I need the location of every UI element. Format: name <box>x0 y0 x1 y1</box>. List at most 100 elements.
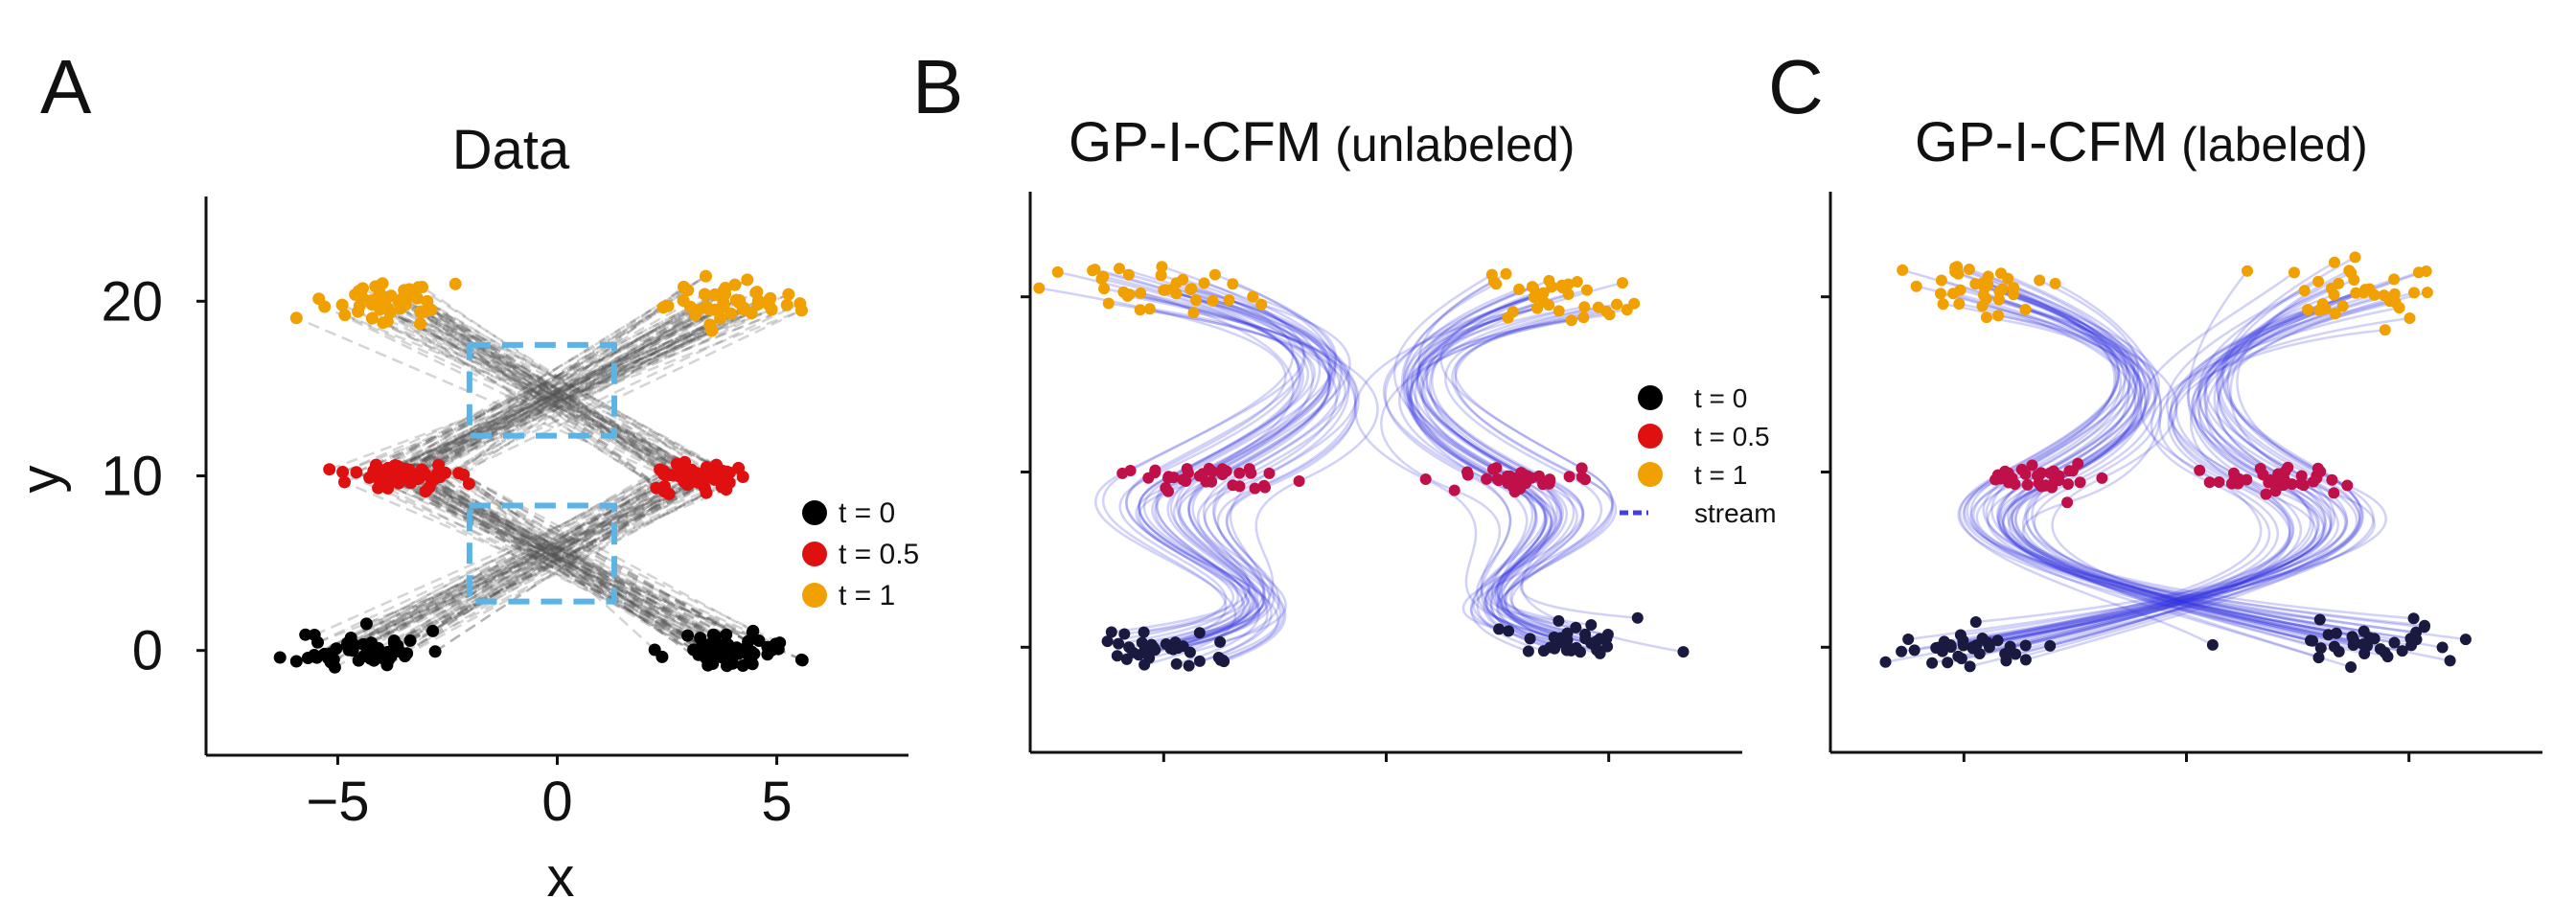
data-point <box>1193 627 1206 639</box>
data-point <box>1528 282 1540 294</box>
stream-line <box>2021 282 2403 653</box>
stream-line <box>1989 311 2361 649</box>
trajectory-line <box>333 475 744 661</box>
data-point <box>1481 473 1493 485</box>
data-point <box>769 637 782 651</box>
data-point <box>380 292 393 306</box>
data-point <box>1570 621 1582 634</box>
data-point <box>2006 472 2018 484</box>
data-point <box>1964 660 1976 673</box>
data-point <box>752 634 766 647</box>
trajectory-line <box>295 476 703 663</box>
data-point <box>2298 285 2311 297</box>
data-point <box>1143 652 1156 664</box>
trajectory-line <box>404 468 720 657</box>
legend-label: stream <box>1694 498 1777 528</box>
data-point <box>1995 267 2007 280</box>
data-point <box>733 294 747 307</box>
trajectory-line <box>373 293 716 473</box>
trajectory-line <box>387 307 703 483</box>
trajectory-line <box>462 473 656 651</box>
stream-line <box>1960 329 2385 636</box>
data-point <box>2345 266 2358 279</box>
data-point <box>1138 626 1150 638</box>
data-point <box>2341 479 2354 492</box>
data-point <box>1932 641 1944 654</box>
data-point <box>340 638 354 652</box>
data-point <box>1969 278 1982 290</box>
trajectory-line <box>407 468 727 636</box>
data-point <box>2194 464 2206 476</box>
panel-c-title-paren: (labeled) <box>2181 118 2368 172</box>
data-point <box>1592 301 1604 313</box>
trajectory-line <box>375 285 723 489</box>
data-point <box>1121 289 1134 302</box>
stream-line <box>1124 265 1306 635</box>
data-point <box>739 641 752 655</box>
data-point <box>1552 305 1565 317</box>
data-point <box>2307 634 2318 647</box>
trajectory-line <box>393 469 776 646</box>
trajectory-line <box>397 299 759 468</box>
panel-b-title-paren: (unlabeled) <box>1335 118 1575 172</box>
data-point <box>299 628 312 641</box>
data-point <box>1908 644 1920 657</box>
data-point <box>1578 301 1591 313</box>
data-point <box>1517 469 1530 480</box>
data-point <box>1969 616 1982 628</box>
stream-line <box>1963 291 2364 642</box>
trajectory-line <box>313 462 678 657</box>
trajectory-line <box>317 475 744 644</box>
trajectory-line <box>343 303 770 484</box>
data-point <box>2436 641 2449 654</box>
data-point <box>708 288 722 301</box>
data-point <box>1193 655 1206 667</box>
trajectory-line <box>437 313 697 467</box>
data-point <box>1187 307 1200 319</box>
trajectory-line <box>404 468 727 636</box>
data-point <box>2311 470 2323 482</box>
data-point <box>1543 299 1555 311</box>
legend-marker <box>1638 424 1663 449</box>
legend-marker <box>802 500 827 525</box>
data-point <box>410 291 424 305</box>
trajectory-line <box>342 305 724 473</box>
trajectory-line <box>362 475 710 646</box>
data-point <box>2008 282 2020 294</box>
data-point <box>743 652 756 665</box>
trajectory-line <box>389 475 703 648</box>
data-point <box>2459 634 2472 646</box>
data-point <box>2312 652 2325 664</box>
data-point <box>392 294 405 308</box>
trajectory-line <box>377 293 716 470</box>
data-point <box>2326 473 2338 486</box>
trajectory-line <box>417 286 719 480</box>
trajectory-line <box>411 301 724 478</box>
legend-marker <box>1638 385 1663 410</box>
trajectory-line <box>334 469 683 669</box>
trajectory-line <box>402 288 689 486</box>
trajectory-line <box>409 471 728 642</box>
trajectory-line <box>333 478 715 661</box>
panel-b-title-main: GP-I-CFM <box>1069 111 1322 173</box>
trajectory-line <box>397 275 707 468</box>
stream-line <box>2014 302 2324 656</box>
data-point <box>2034 274 2046 287</box>
data-point <box>2019 654 2032 666</box>
data-point <box>1033 282 1046 294</box>
trajectory-line <box>393 475 744 642</box>
x-tick-label: 0 <box>541 771 572 833</box>
data-point <box>1113 637 1125 650</box>
data-point <box>1135 287 1147 299</box>
data-point <box>661 299 675 312</box>
data-point <box>1461 469 1474 481</box>
trajectory-line <box>418 476 705 648</box>
trajectory-line <box>402 288 666 493</box>
panel-a-title: Data <box>452 119 570 181</box>
data-point <box>1122 268 1135 281</box>
trajectory-line <box>327 461 686 659</box>
data-point <box>1167 472 1180 484</box>
stream-line <box>1165 288 1351 650</box>
trajectory-line <box>388 299 741 473</box>
data-point <box>308 629 321 641</box>
